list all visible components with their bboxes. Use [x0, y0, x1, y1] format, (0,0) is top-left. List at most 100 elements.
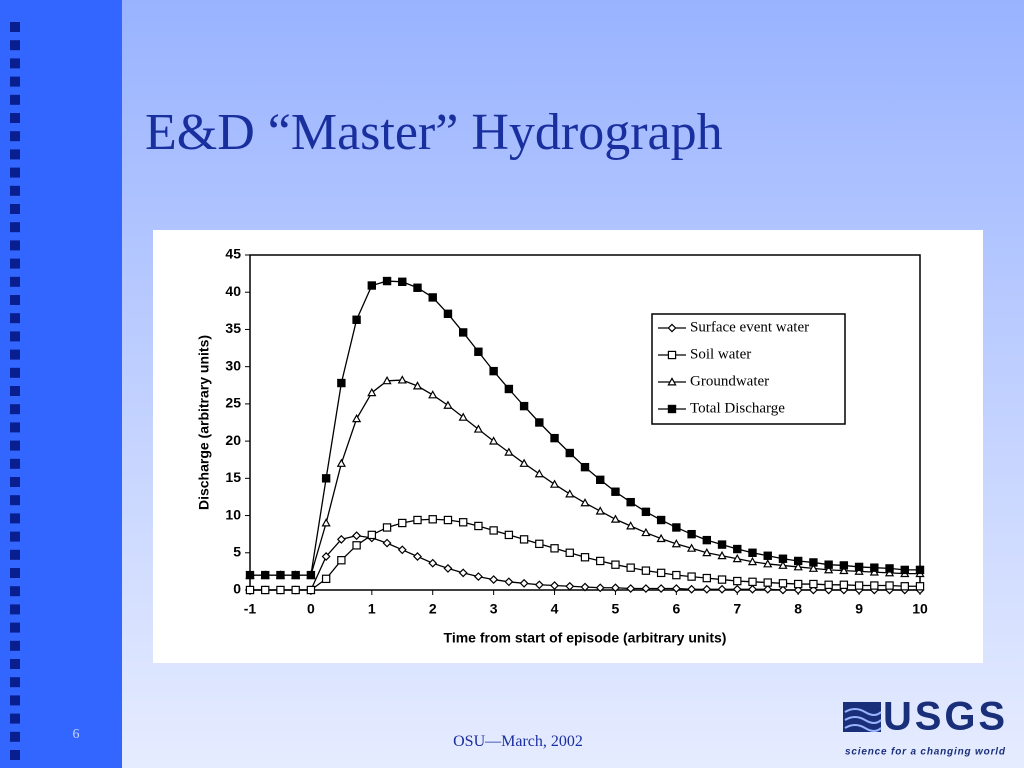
marker — [428, 293, 437, 302]
bullet — [10, 422, 20, 433]
y-axis-label: Discharge (arbitrary units) — [196, 335, 212, 510]
marker — [717, 540, 727, 549]
marker — [626, 563, 635, 572]
bullet — [10, 604, 20, 615]
marker — [382, 276, 392, 286]
marker — [854, 562, 864, 572]
bullet — [10, 677, 20, 688]
marker — [595, 506, 605, 515]
y-tick-label: 15 — [225, 469, 241, 485]
marker — [367, 530, 377, 540]
marker — [428, 390, 438, 399]
marker — [778, 554, 788, 563]
bullet — [10, 367, 20, 378]
marker — [656, 568, 666, 578]
marker — [763, 584, 773, 594]
marker — [291, 570, 300, 580]
marker — [778, 560, 788, 569]
bullet — [10, 349, 20, 360]
marker — [321, 552, 331, 561]
x-tick-label: 9 — [855, 601, 863, 617]
x-tick-label: 7 — [733, 601, 741, 617]
bullet — [10, 640, 20, 651]
marker — [306, 585, 316, 595]
marker — [351, 413, 362, 423]
marker — [565, 489, 575, 498]
marker — [839, 565, 849, 575]
marker — [458, 328, 468, 337]
marker — [336, 458, 346, 467]
legend-label: Surface event water — [690, 319, 809, 335]
x-tick-label: 0 — [307, 601, 315, 617]
bullet — [10, 94, 20, 105]
bullet — [10, 713, 20, 724]
marker — [626, 584, 636, 593]
marker — [686, 543, 697, 552]
legend-box — [651, 313, 846, 425]
bullet — [10, 22, 20, 32]
marker — [321, 574, 331, 584]
marker — [458, 412, 468, 421]
marker — [321, 518, 331, 527]
bullet — [10, 240, 20, 251]
marker — [504, 530, 514, 540]
marker — [550, 433, 559, 443]
marker — [306, 570, 316, 580]
marker — [428, 558, 438, 568]
y-tick-label: 25 — [225, 395, 241, 411]
bullet — [10, 513, 20, 524]
marker — [458, 568, 468, 578]
marker — [458, 518, 468, 527]
marker — [534, 580, 544, 590]
marker — [397, 545, 407, 555]
bullet — [10, 695, 20, 706]
marker — [732, 553, 742, 563]
marker — [763, 578, 772, 587]
marker — [748, 584, 757, 594]
marker — [565, 548, 574, 557]
marker — [245, 585, 255, 595]
marker — [611, 487, 620, 496]
marker — [489, 366, 498, 376]
bullet — [10, 331, 20, 342]
marker — [382, 375, 392, 385]
marker — [672, 523, 681, 532]
marker — [656, 515, 666, 525]
marker — [596, 475, 605, 485]
marker — [352, 541, 361, 550]
bullet — [10, 549, 20, 560]
marker — [687, 529, 696, 539]
marker — [778, 585, 788, 595]
legend-label: Groundwater — [690, 373, 769, 389]
legend-label: Total Discharge — [690, 400, 785, 416]
marker — [580, 582, 590, 592]
marker — [519, 578, 529, 588]
bullet — [10, 185, 20, 196]
page-number: 6 — [73, 727, 80, 742]
marker — [489, 436, 499, 445]
marker — [443, 563, 453, 573]
marker — [519, 401, 529, 411]
marker — [473, 424, 484, 433]
marker — [824, 565, 834, 574]
marker — [352, 315, 361, 324]
marker — [763, 551, 772, 560]
bullet — [10, 531, 20, 542]
x-tick-label: 1 — [368, 601, 376, 617]
bullet — [10, 495, 20, 506]
x-tick-label: 2 — [429, 601, 437, 617]
marker — [702, 547, 712, 557]
bullet — [10, 750, 20, 760]
marker — [793, 556, 803, 566]
marker — [747, 556, 758, 566]
bullet — [10, 404, 20, 415]
bullet — [10, 222, 20, 233]
marker — [382, 523, 392, 532]
bullet — [10, 40, 20, 51]
marker — [565, 448, 574, 458]
legend-marker — [667, 377, 677, 386]
marker — [367, 387, 377, 397]
marker — [717, 584, 727, 594]
marker — [489, 526, 498, 535]
marker — [885, 581, 894, 590]
